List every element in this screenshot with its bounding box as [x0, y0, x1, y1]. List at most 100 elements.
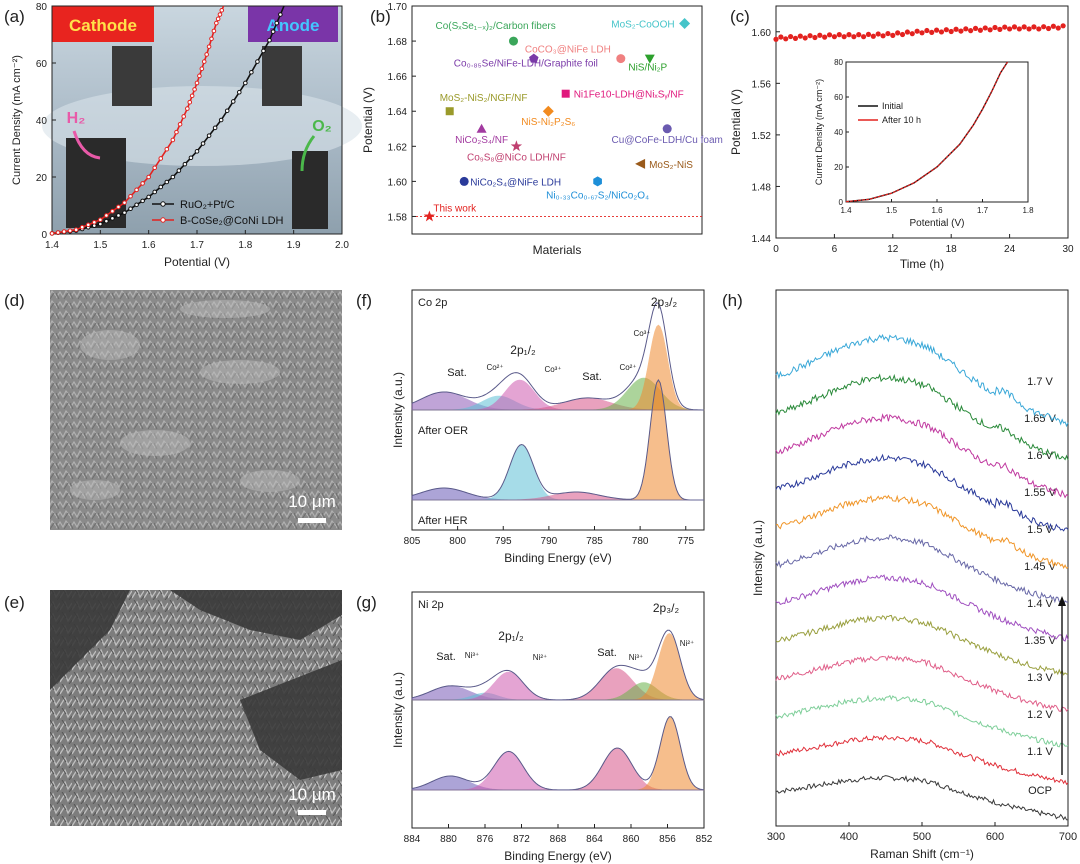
x-tick-label: 0 — [773, 244, 779, 255]
panel-label-a: (a) — [4, 7, 25, 26]
data-point-label-12: MoS₂-NiS — [649, 160, 693, 171]
x-tick-label: 785 — [586, 536, 603, 547]
stability-point — [987, 27, 993, 33]
inset-legend-label-1: After 10 h — [882, 115, 921, 125]
peak-label-1: Ni³⁺ — [465, 651, 479, 660]
anode-clamp — [262, 46, 302, 106]
stability-point — [977, 27, 984, 33]
series-point-0 — [267, 37, 272, 43]
series-point-0 — [224, 108, 230, 114]
stability-point — [899, 31, 906, 38]
x-tick-label: 1.8 — [238, 240, 252, 251]
series-point-1 — [140, 181, 145, 186]
series-point-0 — [164, 179, 170, 185]
x-tick-label: 790 — [541, 536, 558, 547]
stability-point — [836, 32, 842, 38]
data-point-label-11: Co₉S₈@NiCo LDH/NF — [467, 152, 566, 163]
stability-point — [934, 27, 940, 33]
raman-spectrum-10 — [775, 373, 1069, 461]
data-point-label-14: Ni₀.₃₃Co₀.₆₇S₂/NiCo₂O₄ — [546, 190, 649, 201]
x-tick-label: 12 — [887, 244, 899, 255]
axes-frame-b — [411, 5, 703, 235]
sem-e-dark-region — [170, 590, 342, 640]
data-point-7 — [445, 107, 454, 116]
x-tick-label: 400 — [840, 831, 858, 843]
inset-series-1 — [845, 61, 1009, 203]
series-point-1 — [79, 224, 85, 230]
scale-bar-e — [298, 810, 326, 815]
x-tick-label: 868 — [550, 834, 567, 845]
y-tick-label: 1.60 — [752, 28, 772, 39]
data-point-4 — [529, 53, 539, 63]
series-point-0 — [146, 194, 151, 200]
y-axis-label: Intensity (a.u.) — [391, 672, 405, 748]
data-point-9 — [476, 123, 487, 133]
series-point-1 — [199, 66, 205, 71]
stability-point — [914, 28, 920, 34]
stability-point — [992, 24, 998, 31]
series-point-0 — [170, 174, 176, 180]
sem-d-highlight — [70, 480, 120, 500]
h2-label: H₂ — [67, 110, 86, 127]
peak-label-4: Sat. — [597, 647, 617, 659]
y-tick-label: 1.44 — [752, 234, 772, 245]
series-point-1 — [197, 73, 202, 79]
peak-label-3: Co³⁺ — [544, 365, 561, 374]
stability-point — [919, 30, 925, 36]
sem-d-highlight — [240, 470, 300, 492]
stability-point — [997, 26, 1003, 32]
element-label: Co 2p — [418, 297, 447, 309]
stability-point — [856, 32, 862, 38]
raman-spectrum-3 — [775, 654, 1069, 712]
x-axis-label: Materials — [533, 243, 582, 257]
stability-point — [783, 36, 789, 42]
stability-point — [817, 32, 823, 38]
peak-label-5: Ni³⁺ — [629, 653, 643, 662]
inset-x-tick-label: 1.6 — [931, 206, 943, 215]
data-point-2 — [679, 18, 691, 30]
series-point-1 — [219, 7, 225, 13]
stability-point — [885, 30, 891, 37]
x-tick-label: 800 — [449, 536, 466, 547]
raman-label-10: 1.65 V — [1024, 413, 1056, 425]
series-point-1 — [204, 52, 209, 57]
raman-label-7: 1.5 V — [1027, 524, 1053, 536]
series-point-1 — [164, 146, 170, 152]
stability-point — [807, 33, 813, 39]
stability-point — [865, 31, 872, 37]
stability-point — [1055, 25, 1061, 31]
series-point-1 — [104, 213, 109, 218]
stability-point — [1036, 26, 1042, 32]
series-point-0 — [116, 213, 121, 218]
potential-arrow-head — [1058, 596, 1066, 606]
data-point-label-3: CoCO₃@NiFe LDH — [525, 45, 611, 56]
panel-label-g: (g) — [356, 593, 377, 612]
inset-legend-label-0: Initial — [882, 101, 903, 111]
series-point-0 — [104, 218, 109, 224]
series-point-0 — [255, 59, 260, 64]
stability-point — [909, 31, 915, 37]
cathode-clamp — [112, 46, 152, 106]
series-point-0 — [188, 155, 194, 161]
series-point-0 — [261, 48, 266, 54]
x-tick-label: 1.7 — [190, 240, 204, 251]
stability-point — [943, 27, 949, 33]
inset-y-label: Current Density (mA cm⁻²) — [814, 79, 824, 185]
stability-point — [972, 25, 979, 31]
stability-point — [938, 29, 945, 35]
y-tick-label: 1.56 — [752, 79, 772, 90]
stability-point — [812, 34, 818, 41]
stability-point — [841, 34, 847, 40]
cathode-tag — [52, 6, 154, 42]
sem-image-d-haze — [50, 290, 342, 530]
sem-d-highlight — [120, 430, 190, 456]
stability-point — [963, 26, 969, 32]
raman-label-3: 1.3 V — [1027, 672, 1053, 684]
stability-point — [929, 29, 935, 35]
data-point-12 — [635, 158, 646, 169]
x-tick-label: 6 — [832, 244, 838, 255]
data-point-14 — [593, 176, 602, 187]
y-tick-label: 1.64 — [388, 107, 408, 118]
series-point-1 — [55, 230, 61, 235]
